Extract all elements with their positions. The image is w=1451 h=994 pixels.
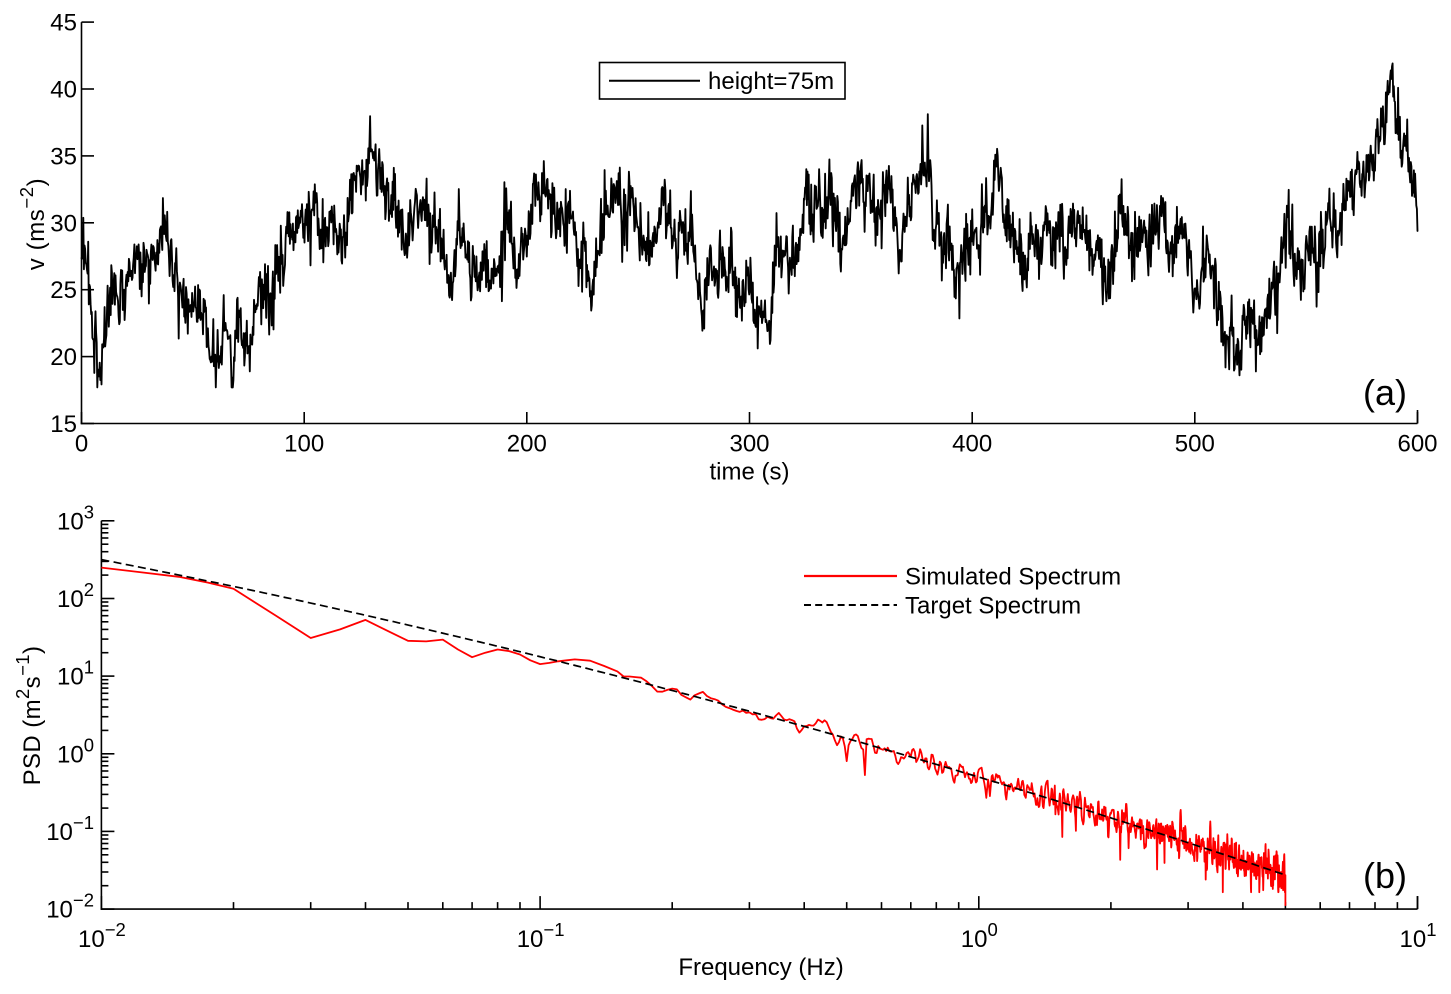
svg-text:Simulated Spectrum: Simulated Spectrum xyxy=(905,564,1121,591)
svg-text:(a): (a) xyxy=(1363,372,1407,413)
svg-text:0: 0 xyxy=(75,431,88,458)
svg-text:25: 25 xyxy=(50,277,77,304)
svg-text:300: 300 xyxy=(729,431,769,458)
svg-text:30: 30 xyxy=(50,210,77,237)
svg-text:500: 500 xyxy=(1175,431,1215,458)
svg-text:Target Spectrum: Target Spectrum xyxy=(905,593,1081,620)
svg-text:Frequency (Hz): Frequency (Hz) xyxy=(678,954,843,981)
svg-text:time (s): time (s) xyxy=(710,459,790,486)
svg-text:600: 600 xyxy=(1397,431,1437,458)
svg-text:40: 40 xyxy=(50,77,77,104)
svg-text:45: 45 xyxy=(50,10,77,37)
svg-text:(b): (b) xyxy=(1363,855,1407,896)
svg-text:200: 200 xyxy=(507,431,547,458)
svg-text:100: 100 xyxy=(284,431,324,458)
svg-text:400: 400 xyxy=(952,431,992,458)
svg-text:height=75m: height=75m xyxy=(708,68,834,95)
svg-text:20: 20 xyxy=(50,344,77,371)
svg-text:35: 35 xyxy=(50,143,77,170)
svg-text:15: 15 xyxy=(50,411,77,438)
